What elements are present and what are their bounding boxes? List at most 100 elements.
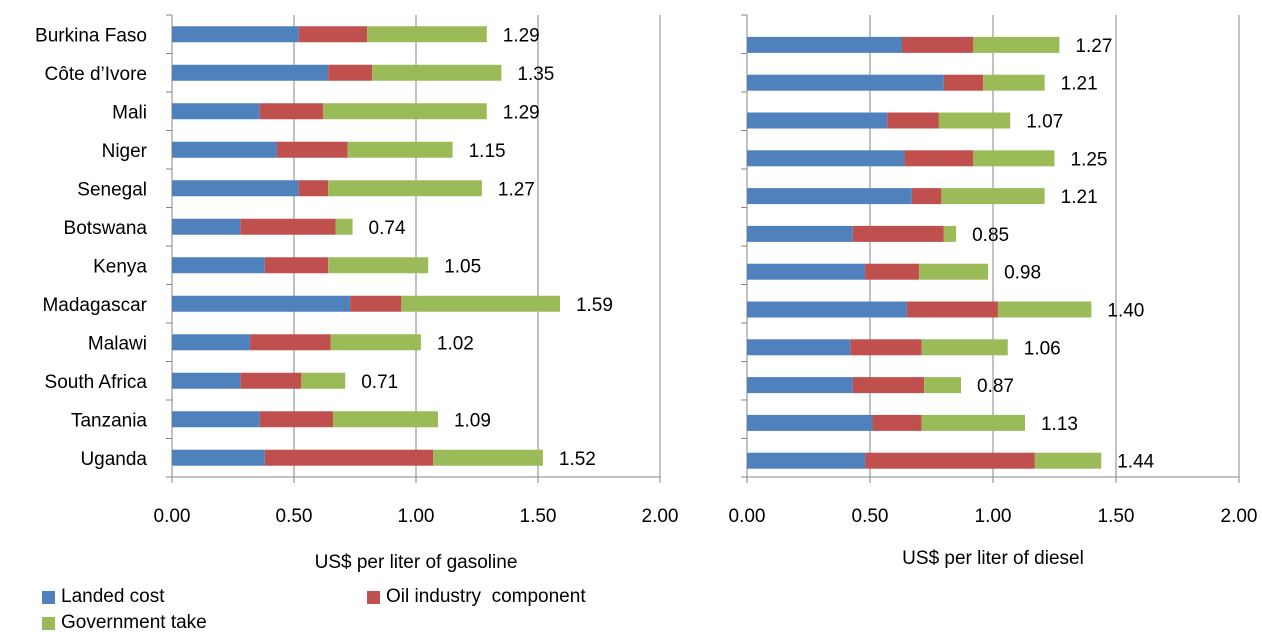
bar-government-take [301,372,346,389]
data-label: 1.02 [437,333,474,354]
bar-oil-industry-component [259,103,324,120]
category-label: Niger [102,141,148,162]
bar-oil-industry-component [350,295,402,312]
bar-landed-cost [172,218,241,235]
category-label: Senegal [77,179,147,200]
x-tick-label: 2.00 [642,506,679,527]
data-label: 0.74 [369,218,406,239]
bar-landed-cost [747,301,907,318]
bar-government-take [328,180,482,197]
bar-landed-cost [747,74,944,91]
data-label: 1.15 [469,141,506,162]
bar-landed-cost [172,449,265,466]
bar-landed-cost [172,64,329,81]
bar-landed-cost [747,150,905,167]
bar-oil-industry-component [911,188,942,205]
data-label: 0.71 [361,372,398,393]
diesel-chart: 0.00 0.50 1.00 1.50 2.00 US$ per liter of die… [729,14,1257,569]
category-label: Burkina Faso [35,25,147,46]
bar-government-take [328,257,429,274]
legend: Landed cost Oil industry component Gover… [42,586,742,634]
legend-label: Landed cost [61,586,165,607]
data-label: 1.29 [503,25,540,46]
bar-government-take [997,301,1092,318]
bar-landed-cost [747,225,853,242]
bar-landed-cost [172,372,241,389]
bar-landed-cost [747,36,902,53]
bar-landed-cost [172,180,299,197]
bar-oil-industry-component [328,64,373,81]
bar-oil-industry-component [264,449,434,466]
bar-oil-industry-component [901,36,974,53]
bar-landed-cost [172,141,277,158]
bar-government-take [943,225,957,242]
x-axis-title: US$ per liter of diesel [902,548,1084,569]
bar-government-take [973,36,1060,53]
bar-government-take [973,150,1055,167]
bar-government-take [433,449,543,466]
category-label: Tanzania [71,410,147,431]
data-label: 1.07 [1026,112,1063,133]
bar-oil-industry-component [276,141,348,158]
data-label: 0.98 [1004,263,1041,284]
bar-landed-cost [747,339,851,356]
data-label: 1.40 [1107,301,1144,322]
data-label: 1.29 [503,102,540,123]
bar-oil-industry-component [259,411,334,428]
category-label: Uganda [80,449,147,470]
bar-oil-industry-component [850,339,922,356]
bar-oil-industry-component [865,263,920,280]
bar-oil-industry-component [865,452,1035,469]
data-label: 1.27 [498,179,535,200]
legend-swatch-landed-cost [42,590,55,604]
bar-government-take [983,74,1045,91]
bar-government-take [372,64,502,81]
bar-landed-cost [747,263,866,280]
bar-oil-industry-component [264,257,329,274]
bar-government-take [323,103,487,120]
category-label: Madagascar [42,295,147,316]
data-label: 1.52 [559,449,596,470]
data-label: 1.35 [517,64,554,85]
bar-government-take [921,339,1008,356]
bar-oil-industry-component [852,225,944,242]
x-axis-title: US$ per liter of gasoline [315,552,518,573]
legend-swatch-oil-industry-component [367,590,380,604]
category-label: Kenya [93,256,147,277]
bar-landed-cost [747,377,853,394]
bar-landed-cost [747,452,866,469]
bar-landed-cost [747,188,912,205]
bar-government-take [330,334,421,351]
bar-oil-industry-component [943,74,984,91]
legend-item-oil-industry-component: Oil industry component [367,586,586,608]
bar-oil-industry-component [872,414,922,431]
bar-government-take [919,263,989,280]
bar-government-take [938,112,1011,129]
category-label: Mali [112,102,147,123]
bar-oil-industry-component [250,334,331,351]
bar-government-take [401,295,560,312]
legend-item-landed-cost: Landed cost [42,586,165,608]
data-label: 0.87 [977,376,1014,397]
data-label: 1.13 [1041,414,1078,435]
bar-government-take [924,377,962,394]
bar-landed-cost [172,295,351,312]
data-label: 1.44 [1117,452,1154,473]
bar-government-take [1034,452,1102,469]
x-tick-label: 1.00 [975,506,1012,527]
data-label: 1.09 [454,410,491,431]
bar-landed-cost [172,26,299,43]
bar-oil-industry-component [906,301,998,318]
bar-landed-cost [172,334,251,351]
bar-government-take [921,414,1025,431]
data-label: 1.05 [444,256,481,277]
data-label: 0.85 [972,225,1009,246]
x-tick-label: 0.00 [154,506,191,527]
bar-oil-industry-component [240,218,336,235]
bar-landed-cost [747,414,873,431]
bar-oil-industry-component [852,377,925,394]
gasoline-chart: 0.00 0.50 1.00 1.50 2.00 US$ per liter of gas… [35,14,679,573]
data-label: 1.27 [1075,36,1112,57]
legend-label: Government take [61,612,207,633]
data-label: 1.25 [1071,149,1108,170]
